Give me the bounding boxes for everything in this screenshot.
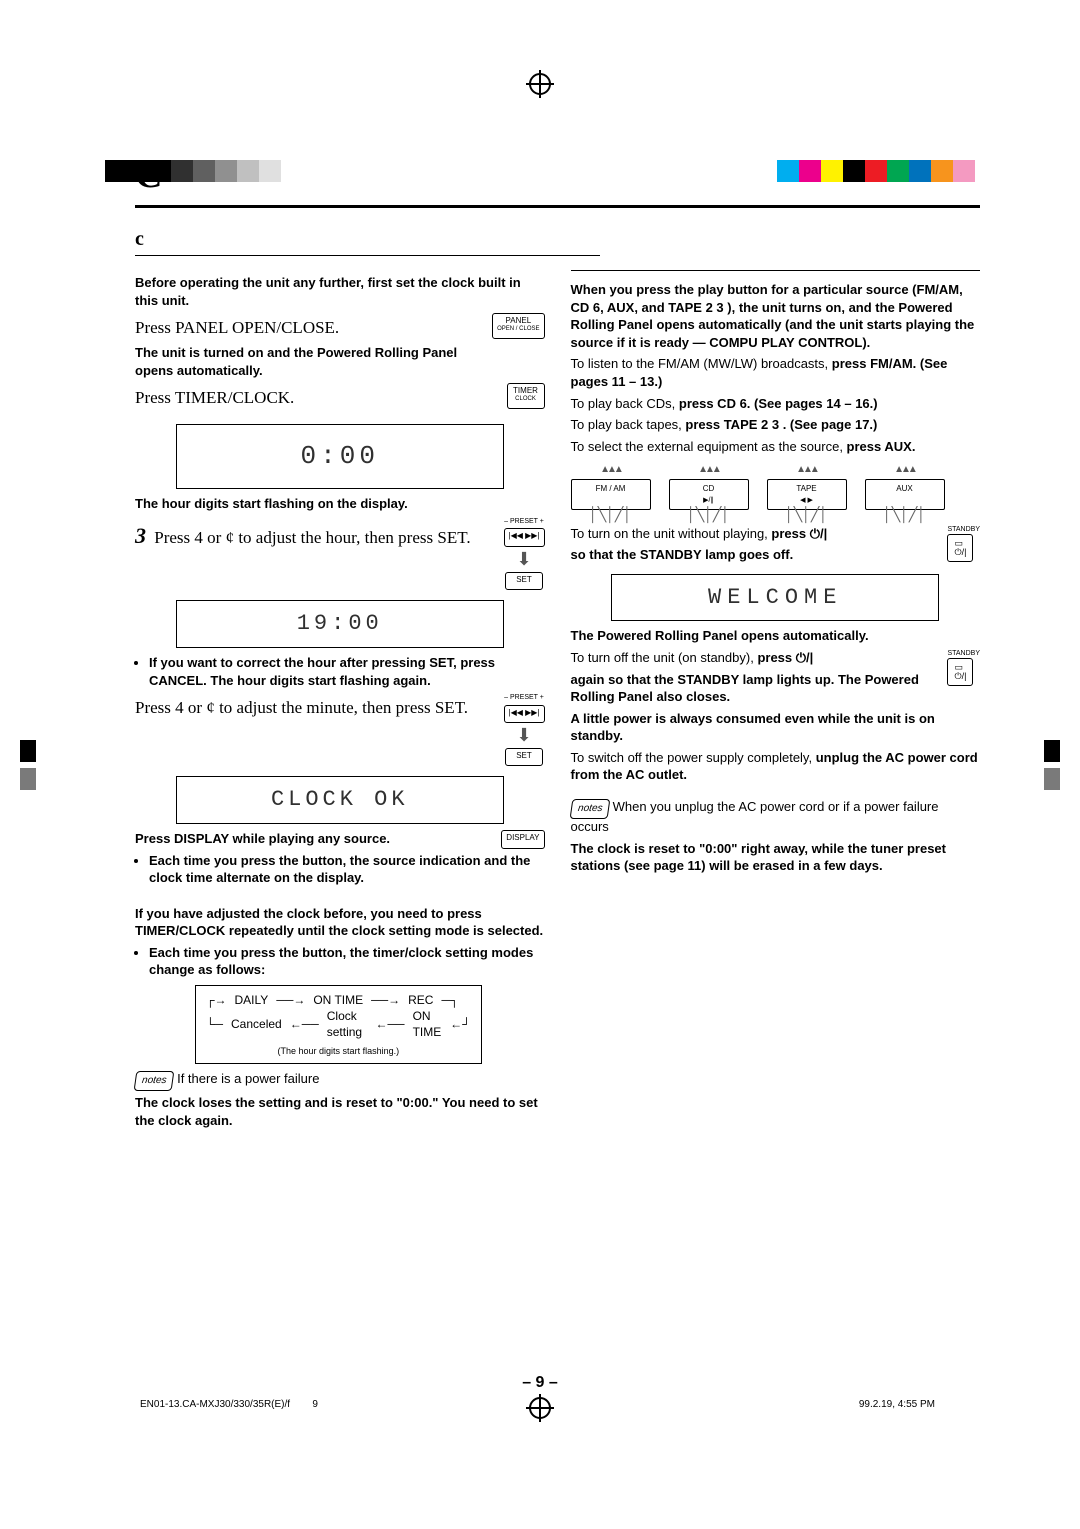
pf-note-head: If there is a power failure	[177, 1071, 319, 1086]
turnon-line: To turn on the unit without playing, pre…	[571, 525, 981, 543]
text: or ¢	[188, 698, 215, 717]
cd-line: To play back CDs, press CD 6. (See pages…	[571, 395, 981, 413]
divider	[135, 205, 980, 208]
display-button[interactable]: DISPLAY	[501, 830, 544, 849]
page-number: – 9 –	[0, 1372, 1080, 1394]
set-button[interactable]: SET	[505, 572, 543, 591]
standby-label: STANDBY	[947, 525, 980, 534]
compu-play-text: When you press the play button for a par…	[571, 281, 981, 351]
right-column: When you press the play button for a par…	[571, 270, 981, 1133]
label: OPEN / CLOSE	[497, 326, 539, 333]
pf-note-body: The clock loses the setting and is reset…	[135, 1094, 545, 1129]
mode: Canceled	[231, 1016, 282, 1032]
tape-line: To play back tapes, press TAPE 2 3 . (Se…	[571, 416, 981, 434]
label: CLOCK	[512, 396, 540, 403]
step-2-label: Press TIMER/CLOCK.	[135, 387, 499, 410]
panel-auto: The Powered Rolling Panel opens automati…	[571, 627, 981, 645]
adjust-bullet: Each time you press the button, the time…	[149, 944, 545, 979]
trim-mark-left	[20, 740, 36, 790]
arrow-down-icon: ⬇	[516, 723, 531, 747]
step-3-note: If you want to correct the hour after pr…	[149, 654, 545, 689]
crosshair-icon	[526, 70, 554, 98]
text: or ¢	[207, 528, 234, 547]
source-button-fmam[interactable]: ▲▲▲FM / AM │╲│╱│	[571, 463, 651, 518]
standby-button[interactable]: ▭⏻/|	[947, 658, 973, 686]
label: PANEL	[506, 316, 532, 325]
turnoff-l2: again so that the STANDBY lamp lights up…	[571, 671, 981, 706]
turnon-after: so that the STANDBY lamp goes off.	[571, 546, 981, 564]
mode: ON TIME	[413, 1008, 443, 1040]
fm-line: To listen to the FM/AM (MW/LW) broadcast…	[571, 355, 981, 390]
lcd-display-welcome: WELCOME	[611, 574, 939, 622]
divider	[571, 270, 981, 271]
adjust-before-text: If you have adjusted the clock before, y…	[135, 905, 545, 940]
step-1-sub: The unit is turned on and the Powered Ro…	[135, 344, 484, 379]
footer-right: 99.2.19, 4:55 PM	[859, 1398, 935, 1412]
lcd-display: CLOCK OK	[176, 776, 504, 824]
preset-label: – PRESET +	[504, 693, 544, 702]
section-title: C	[135, 150, 980, 201]
mode: ON TIME	[313, 992, 363, 1008]
preset-prev-next-button[interactable]: |◀◀ ▶▶|	[504, 705, 545, 724]
set-button[interactable]: SET	[505, 748, 543, 767]
step-3: 3 Press 4 or ¢ to adjust the hour, then …	[135, 517, 545, 590]
step-1: Press PANEL OPEN/CLOSE. The unit is turn…	[135, 313, 545, 383]
mode-flow-sub: (The hour digits start flashing.)	[206, 1045, 471, 1057]
preset-prev-next-button[interactable]: |◀◀ ▶▶|	[504, 528, 545, 547]
step-number: 3	[135, 523, 146, 548]
step-2-sub: The hour digits start flashing on the di…	[135, 495, 545, 513]
label: TIMER	[513, 386, 538, 395]
page: C c Before operating the unit any furthe…	[0, 0, 1080, 1529]
left-column: Before operating the unit any further, f…	[135, 270, 545, 1133]
section-subtitle: c	[135, 226, 980, 253]
registration-top	[0, 70, 1080, 110]
display-line: Press DISPLAY while playing any source.	[135, 831, 390, 846]
step-1-label: Press PANEL OPEN/CLOSE.	[135, 317, 484, 340]
lcd-display: 0:00	[176, 424, 504, 489]
mode: Clock setting	[327, 1008, 368, 1040]
panel-open-close-button[interactable]: PANEL OPEN / CLOSE	[492, 313, 544, 338]
source-button-cd[interactable]: ▲▲▲CD▶/∥│╲│╱│	[669, 463, 749, 518]
lcd-display: 19:00	[176, 600, 504, 648]
step-2: Press TIMER/CLOCK. TIMER CLOCK	[135, 383, 545, 414]
right-note-body: The clock is reset to "0:00" right away,…	[571, 840, 981, 875]
text: to adjust the hour, then press SET.	[238, 528, 470, 547]
right-note: notes When you unplug the AC power cord …	[571, 798, 981, 836]
intro-text: Before operating the unit any further, f…	[135, 274, 545, 309]
switchoff-line: To switch off the power supply completel…	[571, 749, 981, 784]
text: to adjust the minute, then press SET.	[219, 698, 468, 717]
arrow-down-icon: ⬇	[516, 547, 531, 571]
notes-icon: notes	[569, 799, 610, 819]
source-buttons-row: ▲▲▲FM / AM │╲│╱│ ▲▲▲CD▶/∥│╲│╱│ ▲▲▲TAPE◀ ▶│…	[571, 463, 981, 518]
text: Press 4	[154, 528, 203, 547]
aux-line: To select the external equipment as the …	[571, 438, 981, 456]
timer-clock-button[interactable]: TIMER CLOCK	[507, 383, 545, 408]
mode-flow-box: ┌→ DAILY ──→ ON TIME ──→ REC ─┐ └─ Cance…	[195, 985, 482, 1064]
mode: DAILY	[235, 992, 269, 1008]
display-bullet: Each time you press the button, the sour…	[149, 852, 545, 887]
divider	[135, 255, 600, 256]
source-button-aux[interactable]: ▲▲▲AUX │╲│╱│	[865, 463, 945, 518]
mode: REC	[408, 992, 433, 1008]
standby-label: STANDBY	[947, 649, 980, 658]
preset-label: – PRESET +	[504, 517, 544, 526]
footer-left: EN01-13.CA-MXJ30/330/35R(E)/f 9	[140, 1398, 318, 1412]
text: Press 4	[135, 698, 184, 717]
notes-icon: notes	[134, 1071, 175, 1091]
standby-button[interactable]: ▭⏻/|	[947, 534, 973, 562]
source-button-tape[interactable]: ▲▲▲TAPE◀ ▶│╲│╱│	[767, 463, 847, 518]
turnoff-l3: A little power is always consumed even w…	[571, 710, 981, 745]
trim-mark-right	[1044, 740, 1060, 790]
content: C c Before operating the unit any furthe…	[135, 150, 980, 1409]
turnoff-line: To turn off the unit (on standby), press…	[571, 649, 981, 667]
step-4: Press 4 or ¢ to adjust the minute, then …	[135, 693, 545, 766]
